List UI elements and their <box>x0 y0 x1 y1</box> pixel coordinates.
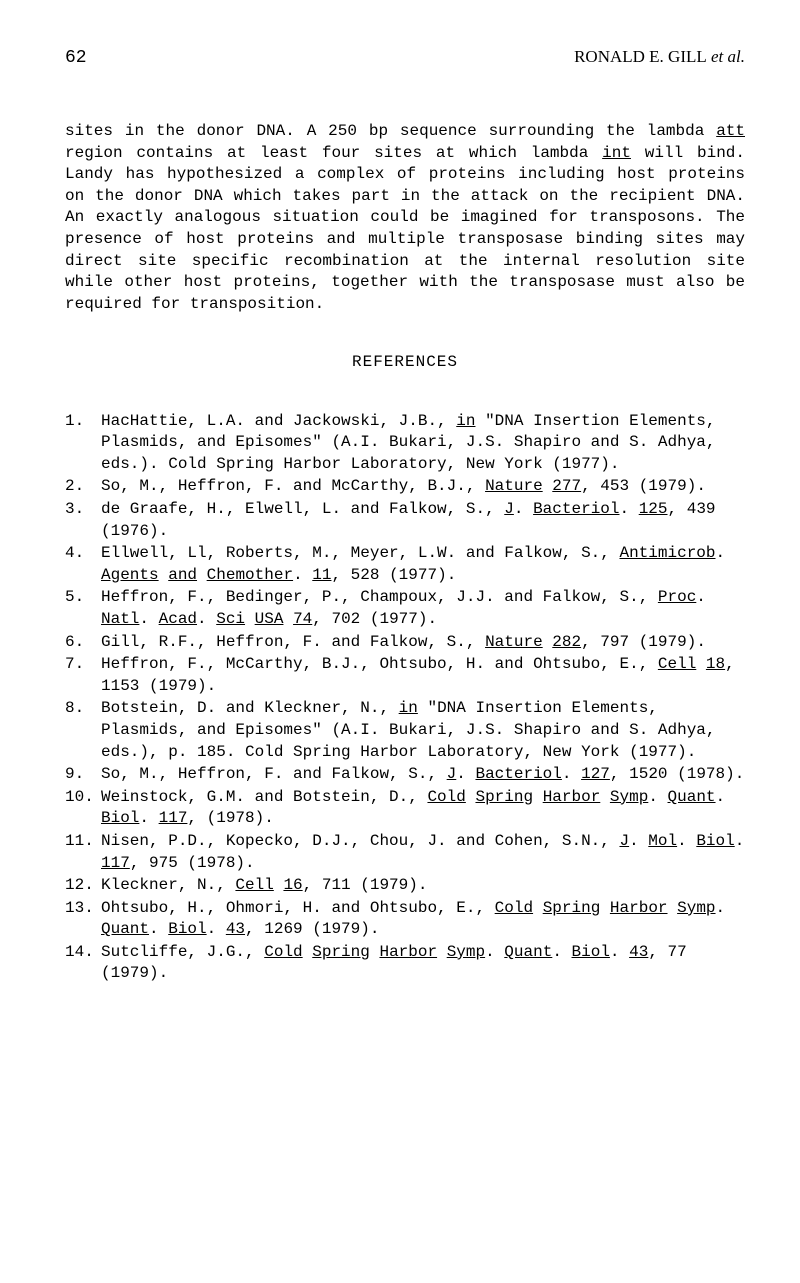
references-heading: REFERENCES <box>65 351 745 374</box>
reference-number: 6. <box>65 632 101 654</box>
page-header: 62 RONALD E. GILL et al. <box>65 45 745 71</box>
reference-number: 8. <box>65 698 101 763</box>
reference-number: 12. <box>65 875 101 897</box>
reference-text: So, M., Heffron, F. and Falkow, S., J. B… <box>101 764 745 786</box>
reference-item: 7.Heffron, F., McCarthy, B.J., Ohtsubo, … <box>65 654 745 697</box>
reference-number: 13. <box>65 898 101 941</box>
reference-item: 9.So, M., Heffron, F. and Falkow, S., J.… <box>65 764 745 786</box>
reference-number: 14. <box>65 942 101 985</box>
reference-item: 13.Ohtsubo, H., Ohmori, H. and Ohtsubo, … <box>65 898 745 941</box>
reference-text: HacHattie, L.A. and Jackowski, J.B., in … <box>101 411 745 476</box>
reference-text: Heffron, F., Bedinger, P., Champoux, J.J… <box>101 587 745 630</box>
reference-text: Weinstock, G.M. and Botstein, D., Cold S… <box>101 787 745 830</box>
reference-text: Ellwell, Ll, Roberts, M., Meyer, L.W. an… <box>101 543 745 586</box>
reference-item: 3.de Graafe, H., Elwell, L. and Falkow, … <box>65 499 745 542</box>
reference-number: 3. <box>65 499 101 542</box>
reference-item: 1.HacHattie, L.A. and Jackowski, J.B., i… <box>65 411 745 476</box>
reference-text: Heffron, F., McCarthy, B.J., Ohtsubo, H.… <box>101 654 745 697</box>
reference-text: So, M., Heffron, F. and McCarthy, B.J., … <box>101 476 745 498</box>
running-head: RONALD E. GILL et al. <box>574 45 745 71</box>
references-list: 1.HacHattie, L.A. and Jackowski, J.B., i… <box>65 411 745 985</box>
reference-number: 4. <box>65 543 101 586</box>
reference-item: 11.Nisen, P.D., Kopecko, D.J., Chou, J. … <box>65 831 745 874</box>
reference-item: 12.Kleckner, N., Cell 16, 711 (1979). <box>65 875 745 897</box>
reference-number: 5. <box>65 587 101 630</box>
reference-item: 2.So, M., Heffron, F. and McCarthy, B.J.… <box>65 476 745 498</box>
reference-number: 7. <box>65 654 101 697</box>
reference-item: 4.Ellwell, Ll, Roberts, M., Meyer, L.W. … <box>65 543 745 586</box>
reference-text: Sutcliffe, J.G., Cold Spring Harbor Symp… <box>101 942 745 985</box>
reference-text: Kleckner, N., Cell 16, 711 (1979). <box>101 875 745 897</box>
reference-item: 6.Gill, R.F., Heffron, F. and Falkow, S.… <box>65 632 745 654</box>
reference-text: de Graafe, H., Elwell, L. and Falkow, S.… <box>101 499 745 542</box>
running-head-suffix: et al. <box>707 47 745 66</box>
reference-number: 2. <box>65 476 101 498</box>
reference-number: 11. <box>65 831 101 874</box>
reference-text: Gill, R.F., Heffron, F. and Falkow, S., … <box>101 632 745 654</box>
reference-item: 10.Weinstock, G.M. and Botstein, D., Col… <box>65 787 745 830</box>
reference-number: 10. <box>65 787 101 830</box>
reference-number: 9. <box>65 764 101 786</box>
page-number: 62 <box>65 45 87 71</box>
reference-text: Botstein, D. and Kleckner, N., in "DNA I… <box>101 698 745 763</box>
running-head-author: RONALD E. GILL <box>574 47 707 66</box>
intro-paragraph: sites in the donor DNA. A 250 bp sequenc… <box>65 121 745 315</box>
reference-item: 8.Botstein, D. and Kleckner, N., in "DNA… <box>65 698 745 763</box>
reference-text: Nisen, P.D., Kopecko, D.J., Chou, J. and… <box>101 831 745 874</box>
reference-text: Ohtsubo, H., Ohmori, H. and Ohtsubo, E.,… <box>101 898 745 941</box>
reference-item: 5.Heffron, F., Bedinger, P., Champoux, J… <box>65 587 745 630</box>
reference-number: 1. <box>65 411 101 476</box>
reference-item: 14.Sutcliffe, J.G., Cold Spring Harbor S… <box>65 942 745 985</box>
